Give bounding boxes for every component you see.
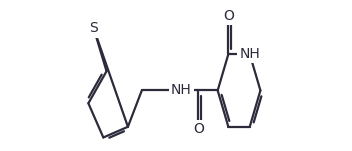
Text: S: S — [89, 21, 98, 35]
Text: NH: NH — [171, 84, 192, 97]
Text: NH: NH — [239, 47, 260, 61]
Text: O: O — [193, 122, 204, 136]
Text: O: O — [223, 9, 234, 23]
